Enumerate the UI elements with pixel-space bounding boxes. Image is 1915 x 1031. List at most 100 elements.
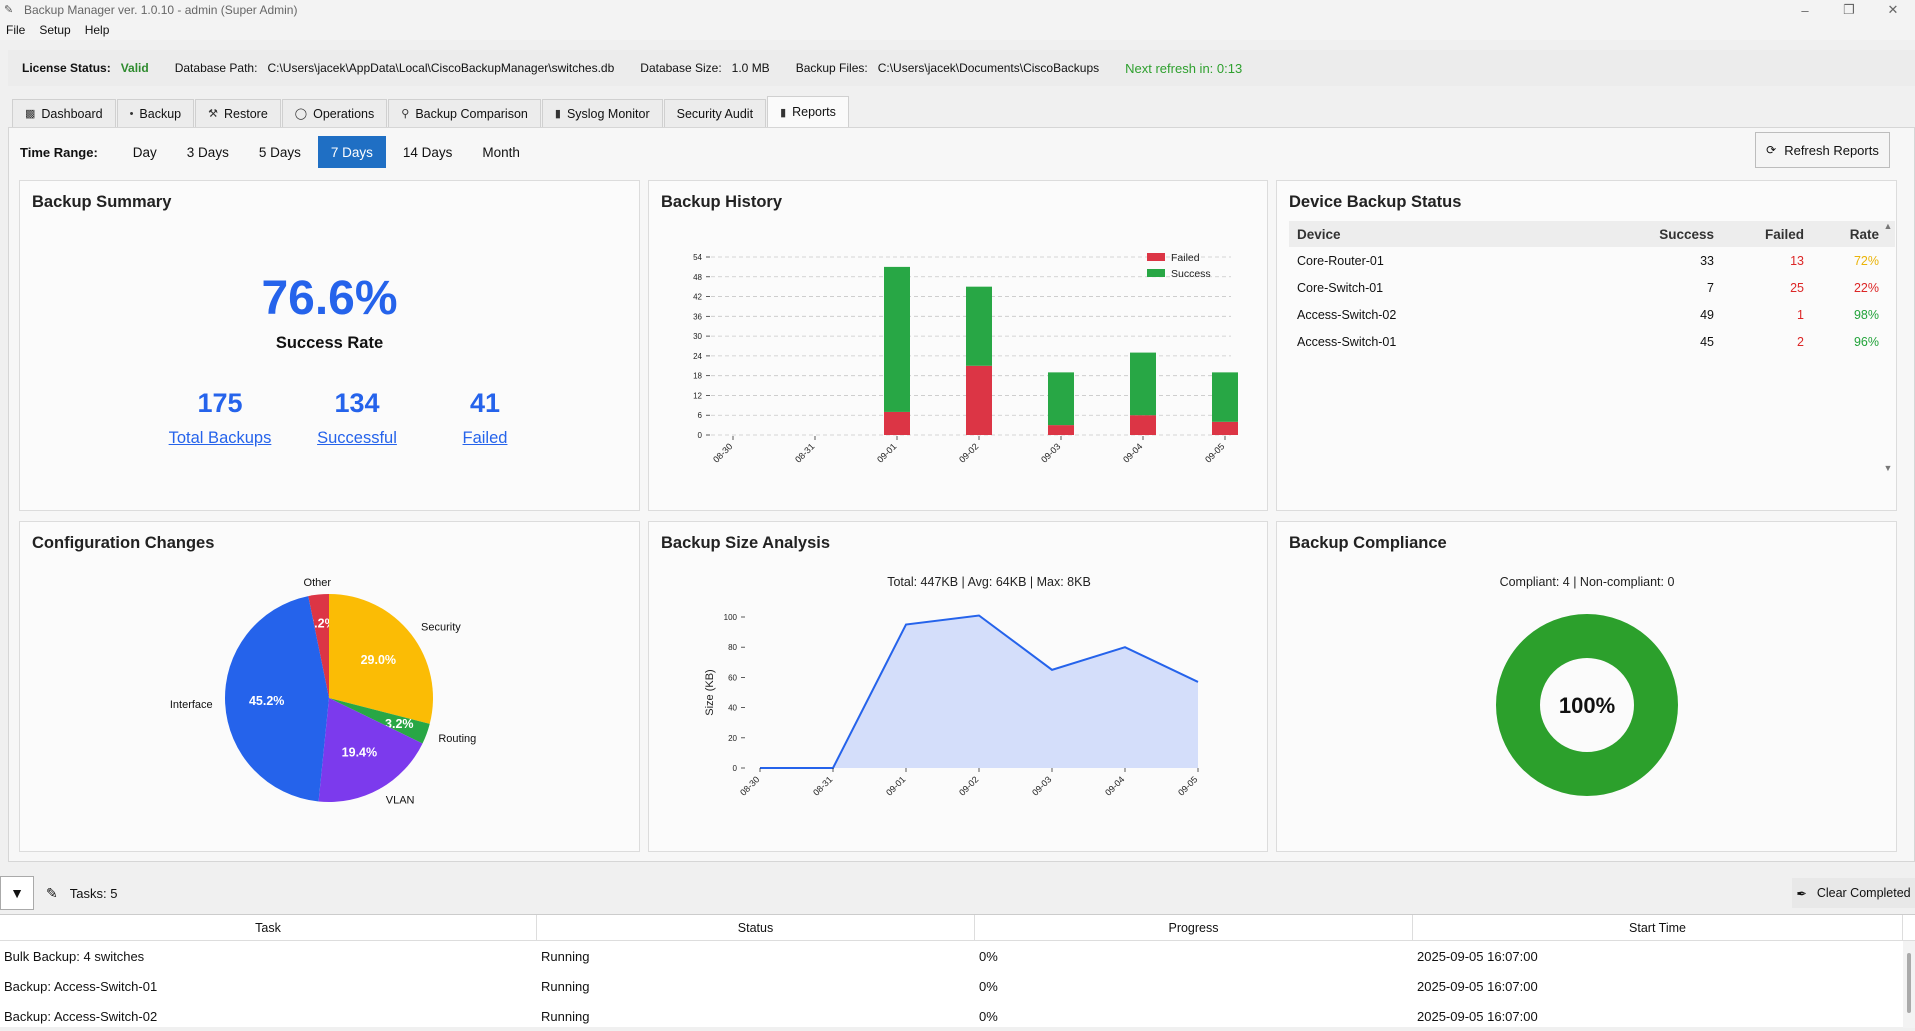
- tab-backup-comparison[interactable]: ⚲ Backup Comparison: [388, 99, 541, 127]
- col-success[interactable]: Success: [1659, 226, 1714, 242]
- x-tick-label: 09-05: [1176, 774, 1199, 797]
- table-row[interactable]: Access-Switch-02 49 1 98%: [1289, 301, 1895, 328]
- config-changes-chart: 3.2%Other29.0%Security3.2%Routing19.4%VL…: [170, 577, 476, 807]
- bar-failed: [1212, 421, 1238, 435]
- y-tick-label: 40: [728, 704, 737, 713]
- col-task[interactable]: Task: [0, 914, 537, 941]
- size-analysis-chart: Total: 447KB | Avg: 64KB | Max: 8KB Size …: [704, 575, 1199, 798]
- db-path-value: C:\Users\jacek\AppData\Local\CiscoBackup…: [267, 61, 615, 75]
- table-row[interactable]: Core-Switch-01 7 25 22%: [1289, 274, 1895, 301]
- tasks-scrollbar[interactable]: [1903, 941, 1915, 1028]
- range-3days-button[interactable]: 3 Days: [186, 144, 229, 160]
- menu-file[interactable]: File: [6, 23, 26, 37]
- task-progress: 0%: [979, 978, 998, 994]
- tasks-table: Task Status Progress Start Time Bulk Bac…: [0, 914, 1915, 1028]
- config-changes-title: Configuration Changes: [32, 534, 215, 552]
- range-7days-button[interactable]: 7 Days: [317, 136, 386, 168]
- backup-icon: •: [129, 107, 134, 120]
- x-tick-label: 09-01: [875, 441, 898, 464]
- scroll-thumb[interactable]: [1907, 953, 1911, 1013]
- tab-security-audit[interactable]: Security Audit: [663, 99, 767, 127]
- y-tick-label: 60: [728, 673, 737, 682]
- pie-slice-other: [308, 594, 329, 698]
- y-tick-label: 0: [698, 431, 703, 440]
- tab-operations[interactable]: ◯ Operations: [281, 99, 388, 127]
- tab-backup[interactable]: • Backup: [116, 99, 195, 127]
- area-fill: [760, 615, 1198, 768]
- col-start-time[interactable]: Start Time: [1413, 914, 1903, 941]
- x-tick-label: 09-03: [1039, 441, 1062, 464]
- pie-slice-security: [329, 594, 433, 724]
- device-failed: 25: [1790, 280, 1804, 295]
- menu-help[interactable]: Help: [84, 23, 110, 37]
- minimize-button[interactable]: –: [1801, 2, 1809, 18]
- col-device[interactable]: Device: [1297, 226, 1341, 242]
- db-size-label: Database Size:: [640, 61, 722, 75]
- compliance-center-label: 100%: [1559, 693, 1615, 718]
- pie-slice-interface: [224, 596, 329, 802]
- pie-value-label: 3.2%: [385, 717, 414, 731]
- compliance-chart: Compliant: 4 | Non-compliant: 0 100%: [1496, 575, 1678, 796]
- col-progress[interactable]: Progress: [975, 914, 1413, 941]
- pie-slice-vlan: [318, 698, 423, 802]
- tab-dashboard[interactable]: ▩ Dashboard: [12, 99, 116, 127]
- task-bar: ▼ ✎ Tasks: 5 ✒ Clear Completed: [0, 876, 1915, 910]
- failed-link[interactable]: Failed: [462, 429, 508, 447]
- x-tick-label: 08-31: [811, 774, 834, 797]
- range-14days-button[interactable]: 14 Days: [402, 144, 453, 160]
- device-rate: 96%: [1853, 334, 1879, 349]
- device-status-scrollbar[interactable]: ▲ ▼: [1882, 221, 1894, 483]
- reports-icon: ▮: [780, 106, 787, 119]
- successful-link[interactable]: Successful: [317, 429, 397, 447]
- table-row[interactable]: Core-Router-01 33 13 72%: [1289, 247, 1895, 274]
- table-row[interactable]: Bulk Backup: 4 switches Running 0% 2025-…: [0, 941, 1915, 971]
- range-day-button[interactable]: Day: [132, 144, 157, 160]
- backup-summary-panel: Backup Summary 76.6% Success Rate 175 To…: [19, 180, 640, 511]
- range-5days-button[interactable]: 5 Days: [258, 144, 301, 160]
- success-rate-value: 76.6%: [261, 272, 398, 325]
- tab-reports[interactable]: ▮ Reports: [767, 96, 849, 127]
- col-status[interactable]: Status: [537, 914, 975, 941]
- pin-icon: ✎: [46, 884, 58, 901]
- device-status-table: Device Success Failed Rate Core-Router-0…: [1289, 221, 1895, 355]
- refresh-reports-button[interactable]: ⟳ Refresh Reports: [1755, 132, 1890, 168]
- pie-category-label: Routing: [438, 733, 476, 745]
- license-label: License Status:: [22, 61, 111, 75]
- menu-setup[interactable]: Setup: [39, 23, 71, 37]
- tab-syslog-monitor[interactable]: ▮ Syslog Monitor: [541, 99, 663, 127]
- col-rate[interactable]: Rate: [1849, 226, 1879, 242]
- window-title: Backup Manager ver. 1.0.10 - admin (Supe…: [24, 3, 298, 17]
- bar-success: [1212, 372, 1238, 422]
- device-name: Access-Switch-02: [1297, 307, 1397, 322]
- search-icon: ⚲: [401, 108, 410, 120]
- range-month-button[interactable]: Month: [482, 144, 520, 160]
- size-analysis-title: Backup Size Analysis: [661, 534, 831, 552]
- y-tick-label: 54: [693, 253, 702, 262]
- collapse-tasks-button[interactable]: ▼: [0, 876, 34, 910]
- table-row[interactable]: Access-Switch-01 45 2 96%: [1289, 328, 1895, 355]
- total-backups-link[interactable]: Total Backups: [168, 429, 272, 447]
- close-button[interactable]: ✕: [1887, 2, 1899, 17]
- backup-history-chart: 0 6 12 18 24 30 36 42 48 54 08-30 08-31 09-01 09-02 09…: [693, 252, 1238, 465]
- x-tick-label: 09-05: [1203, 441, 1226, 464]
- col-failed[interactable]: Failed: [1764, 226, 1804, 242]
- refresh-icon: ⟳: [1766, 143, 1777, 157]
- y-tick-label: 12: [693, 391, 702, 400]
- time-range-label: Time Range:: [20, 144, 98, 160]
- table-row[interactable]: Backup: Access-Switch-02 Running 0% 2025…: [0, 1001, 1915, 1031]
- tasks-table-header: Task Status Progress Start Time: [0, 914, 1915, 941]
- x-tick-label: 08-30: [738, 774, 761, 797]
- main-tabs: ▩ Dashboard • Backup ⚒ Restore ◯ Operations …: [12, 96, 850, 127]
- table-row[interactable]: Backup: Access-Switch-01 Running 0% 2025…: [0, 971, 1915, 1001]
- device-rate: 98%: [1853, 307, 1879, 322]
- clear-completed-button[interactable]: ✒ Clear Completed: [1792, 878, 1915, 908]
- config-changes-panel: Configuration Changes 3.2% Other 29.0% Secu…: [19, 521, 640, 852]
- x-tick-label: 09-04: [1103, 774, 1126, 797]
- y-tick-label: 42: [693, 293, 702, 302]
- legend-label: Success: [1171, 268, 1211, 280]
- tab-restore[interactable]: ⚒ Restore: [195, 99, 281, 127]
- maximize-button[interactable]: ❐: [1843, 2, 1855, 17]
- y-tick-label: 18: [693, 372, 702, 381]
- scroll-up-icon[interactable]: ▲: [1883, 221, 1893, 231]
- scroll-down-icon[interactable]: ▼: [1883, 463, 1893, 473]
